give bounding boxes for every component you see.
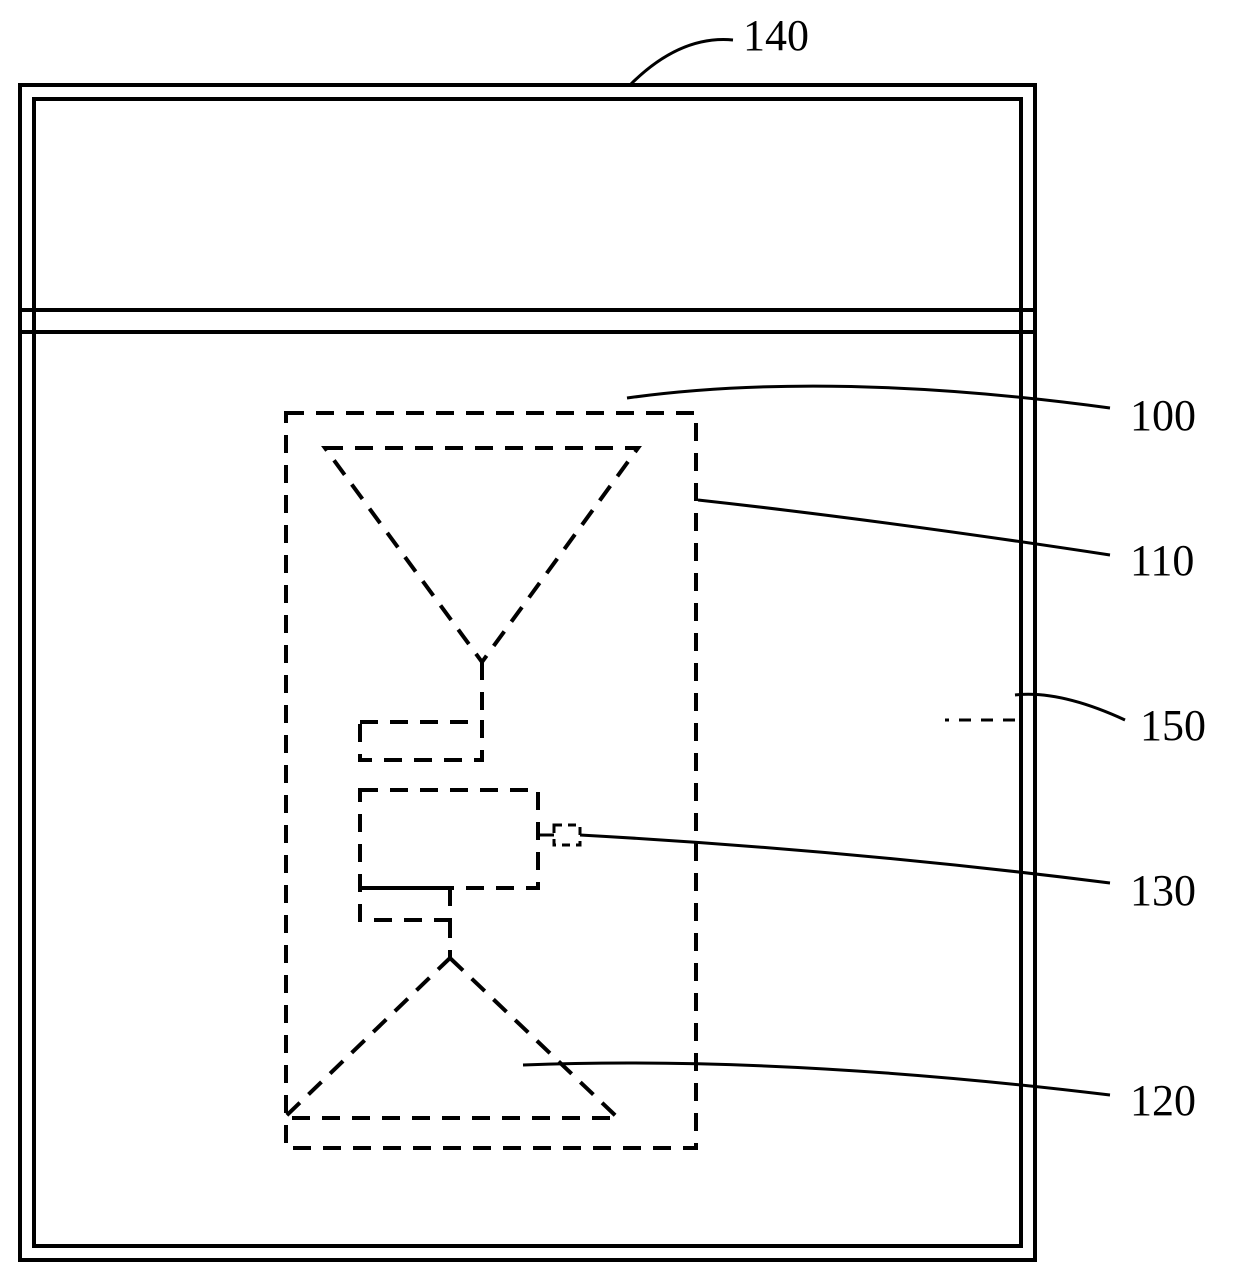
upper-triangle	[325, 448, 638, 662]
lower-neck	[360, 888, 450, 920]
leader-150-solid	[1015, 694, 1125, 720]
label-150: 150	[1140, 700, 1206, 751]
label-140: 140	[743, 10, 809, 61]
label-100: 100	[1130, 390, 1196, 441]
center-block-upper	[360, 722, 482, 760]
lower-triangle	[284, 958, 618, 1118]
label-130: 130	[1130, 865, 1196, 916]
dashed-box	[286, 413, 696, 1148]
leader-130	[580, 835, 1110, 883]
technical-diagram	[0, 0, 1254, 1269]
leader-140	[630, 40, 733, 85]
small-connector	[554, 825, 580, 845]
label-110: 110	[1130, 535, 1194, 586]
inner-frame	[34, 99, 1021, 1246]
center-block-main	[360, 790, 538, 888]
leader-100	[627, 386, 1110, 408]
label-120: 120	[1130, 1075, 1196, 1126]
outer-frame	[20, 85, 1035, 1260]
leader-110	[698, 500, 1110, 555]
